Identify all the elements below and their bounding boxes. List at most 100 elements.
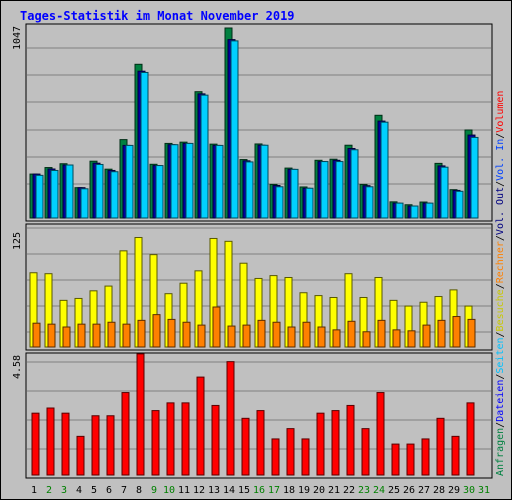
bar-volumen-day-29 <box>451 435 460 476</box>
x-label-day-1: 1 <box>31 485 37 496</box>
bar-rechner-day-8 <box>137 319 146 348</box>
bar-volumen-day-24 <box>376 392 385 476</box>
bar-volumen-day-14 <box>226 361 235 476</box>
bar-volumen-day-27 <box>421 438 430 476</box>
bar-dateien-day-13 <box>215 144 224 219</box>
bar-rechner-day-21 <box>332 329 341 348</box>
legend-separator: / <box>495 235 506 241</box>
bar-rechner-day-26 <box>407 330 416 348</box>
bar-dateien-day-12 <box>200 94 209 219</box>
x-label-day-7: 7 <box>121 485 127 496</box>
bar-rechner-day-6 <box>107 321 116 348</box>
x-label-day-24: 24 <box>373 485 385 496</box>
bar-rechner-day-5 <box>92 323 101 348</box>
bar-rechner-day-17 <box>272 321 281 348</box>
x-label-day-28: 28 <box>433 485 445 496</box>
legend-separator: / <box>495 133 506 139</box>
bar-volumen-day-17 <box>271 438 280 476</box>
legend-separator: / <box>495 422 506 428</box>
panel-top-ymax-label: 1047 <box>12 26 23 50</box>
bar-rechner-day-27 <box>422 324 431 348</box>
x-label-day-27: 27 <box>418 485 430 496</box>
x-label-day-19: 19 <box>298 485 310 496</box>
bar-dateien-day-20 <box>320 161 329 219</box>
bar-volumen-day-5 <box>91 415 100 476</box>
x-label-day-6: 6 <box>106 485 112 496</box>
bar-volumen-day-30 <box>466 402 475 476</box>
x-label-day-25: 25 <box>388 485 400 496</box>
legend-rechner: Rechner <box>495 241 506 283</box>
bar-rechner-day-29 <box>452 316 461 348</box>
x-label-day-20: 20 <box>313 485 325 496</box>
bar-volumen-day-22 <box>346 404 355 476</box>
x-label-day-17: 17 <box>268 485 280 496</box>
bar-rechner-day-1 <box>32 322 41 348</box>
bar-volumen-day-9 <box>151 410 160 476</box>
bar-dateien-day-15 <box>245 161 254 219</box>
bar-dateien-day-2 <box>50 169 59 219</box>
chart-panels: 1047 125 4.58 <box>12 23 493 479</box>
bar-dateien-day-11 <box>185 142 194 219</box>
bar-rechner-day-11 <box>182 321 191 348</box>
bar-rechner-day-13 <box>212 306 221 348</box>
bar-dateien-day-16 <box>260 144 269 219</box>
chart-title: Tages-Statistik im Monat November 2019 <box>20 9 295 23</box>
bar-rechner-day-19 <box>302 321 311 348</box>
legend-separator: / <box>495 331 506 337</box>
x-label-day-21: 21 <box>328 485 340 496</box>
bar-rechner-day-7 <box>122 323 131 348</box>
x-label-day-4: 4 <box>76 485 82 496</box>
bar-dateien-day-26 <box>410 205 419 219</box>
bar-rechner-day-24 <box>377 319 386 348</box>
bar-dateien-day-28 <box>440 166 449 219</box>
panel-middle-ymax-label: 125 <box>12 232 23 250</box>
legend-separator: / <box>495 181 506 187</box>
bar-rechner-day-14 <box>227 325 236 348</box>
bar-volumen-day-6 <box>106 415 115 476</box>
legend-volumen: Volumen <box>495 91 506 133</box>
bar-rechner-day-18 <box>287 326 296 348</box>
bar-dateien-day-1 <box>35 174 44 219</box>
bar-dateien-day-7 <box>125 144 134 219</box>
bar-volumen-day-25 <box>391 443 400 476</box>
bar-rechner-day-20 <box>317 326 326 348</box>
bar-volumen-day-12 <box>196 376 205 476</box>
bar-dateien-day-30 <box>470 136 479 219</box>
bar-volumen-day-3 <box>61 412 70 476</box>
bar-dateien-day-18 <box>290 168 299 219</box>
bar-rechner-day-2 <box>47 323 56 348</box>
bar-dateien-day-27 <box>425 202 434 219</box>
bar-dateien-day-23 <box>365 186 374 219</box>
bar-rechner-day-28 <box>437 319 446 348</box>
bar-dateien-day-8 <box>140 71 149 219</box>
x-label-day-3: 3 <box>61 485 67 496</box>
svg-text:Anfragen/Dateien/Seiten/Besuch: Anfragen/Dateien/Seiten/Besuche/Rechner/… <box>495 91 506 476</box>
x-label-day-2: 2 <box>46 485 52 496</box>
bar-volumen-day-19 <box>301 438 310 476</box>
x-label-day-23: 23 <box>358 485 370 496</box>
panel-bottom: 4.58 <box>12 352 493 479</box>
bar-dateien-day-9 <box>155 165 164 219</box>
x-label-day-29: 29 <box>448 485 460 496</box>
legend-separator: / <box>495 374 506 380</box>
panel-top: 1047 <box>12 23 493 222</box>
bar-rechner-day-4 <box>77 323 86 348</box>
bar-volumen-day-1 <box>31 412 40 476</box>
bar-rechner-day-30 <box>467 318 476 348</box>
x-label-day-26: 26 <box>403 485 415 496</box>
bar-volumen-day-2 <box>46 407 55 476</box>
x-label-day-11: 11 <box>178 485 190 496</box>
bar-dateien-day-29 <box>455 190 464 219</box>
x-label-day-9: 9 <box>151 485 157 496</box>
legend-vol-in: Vol. In <box>495 139 506 181</box>
bar-dateien-day-4 <box>80 188 89 219</box>
bar-dateien-day-17 <box>275 186 284 219</box>
panel-bottom-ymax-label: 4.58 <box>12 355 23 379</box>
bar-rechner-day-15 <box>242 324 251 348</box>
bar-volumen-day-4 <box>76 435 85 476</box>
bar-volumen-day-15 <box>241 417 250 476</box>
x-label-day-15: 15 <box>238 485 250 496</box>
bar-rechner-day-9 <box>152 314 161 348</box>
legend-vol-out: Vol. Out <box>495 187 506 235</box>
